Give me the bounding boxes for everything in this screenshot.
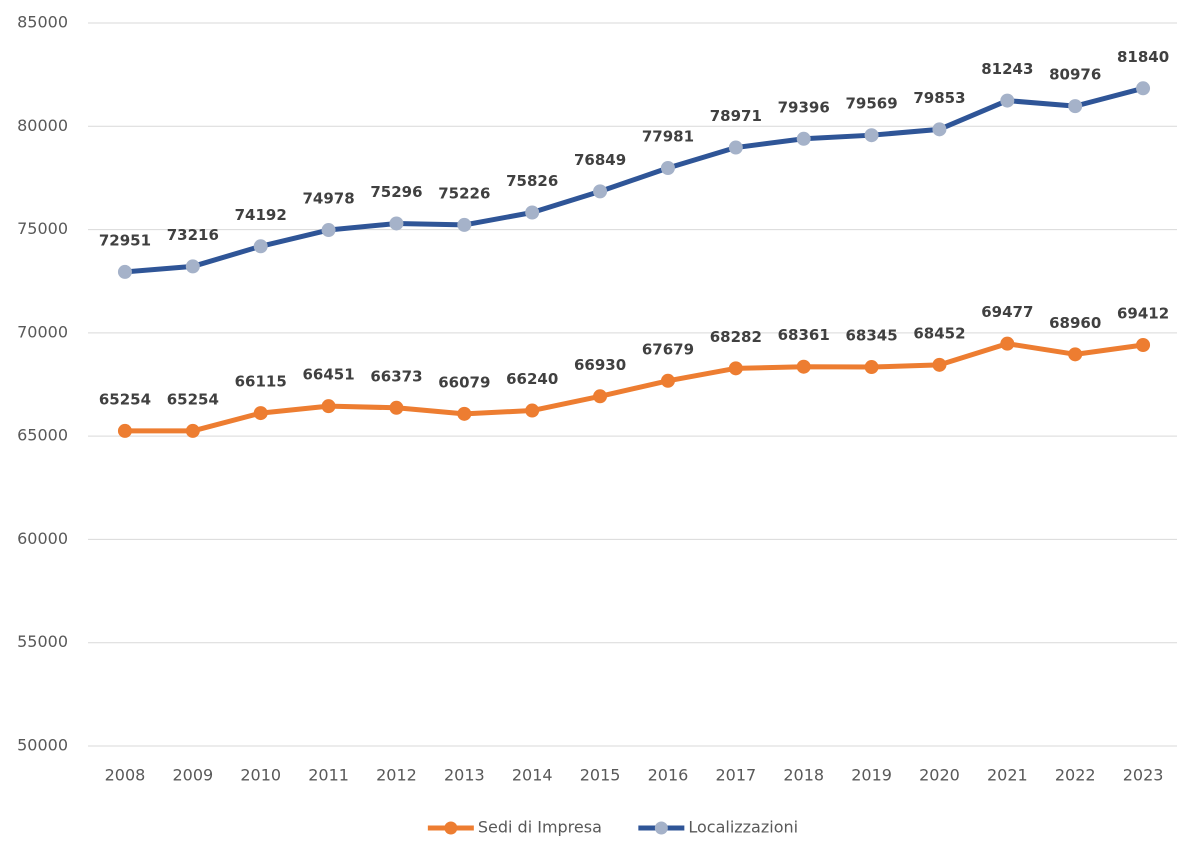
data-label: 79569 xyxy=(845,95,897,113)
marker xyxy=(593,389,608,404)
series-line xyxy=(124,341,1144,434)
marker xyxy=(1068,347,1083,362)
data-label: 75226 xyxy=(438,184,490,202)
data-label: 81840 xyxy=(1117,48,1169,66)
y-tick-label: 50000 xyxy=(17,736,68,755)
legend-marker xyxy=(444,821,458,835)
y-tick-label: 60000 xyxy=(17,529,68,548)
data-label: 67679 xyxy=(642,340,694,358)
marker xyxy=(1136,338,1151,353)
data-label: 78971 xyxy=(710,107,762,125)
marker xyxy=(864,360,879,375)
y-tick-label: 85000 xyxy=(17,13,68,32)
y-tick-label: 80000 xyxy=(17,116,68,135)
data-label: 66373 xyxy=(370,367,422,385)
marker xyxy=(321,223,336,238)
marker xyxy=(660,373,675,388)
marker xyxy=(593,184,608,199)
marker xyxy=(932,357,947,372)
x-tick-label: 2009 xyxy=(172,766,213,785)
data-label: 66930 xyxy=(574,356,626,374)
data-label: 66079 xyxy=(438,373,490,391)
legend-marker xyxy=(654,821,668,835)
marker xyxy=(253,406,268,421)
marker xyxy=(525,403,540,418)
y-tick-label: 65000 xyxy=(17,426,68,445)
marker xyxy=(457,217,472,232)
y-tick-label: 70000 xyxy=(17,322,68,341)
marker xyxy=(117,423,132,438)
x-tick-label: 2023 xyxy=(1123,766,1164,785)
data-label: 81243 xyxy=(981,60,1033,78)
marker xyxy=(728,361,743,376)
x-tick-label: 2008 xyxy=(105,766,146,785)
data-label: 69477 xyxy=(981,303,1033,321)
marker xyxy=(1000,336,1015,351)
data-label: 68960 xyxy=(1049,314,1101,332)
marker xyxy=(457,406,472,421)
series-line xyxy=(124,85,1144,275)
x-tick-label: 2022 xyxy=(1055,766,1096,785)
data-label: 65254 xyxy=(99,390,151,408)
x-tick-label: 2021 xyxy=(987,766,1028,785)
marker xyxy=(728,140,743,155)
marker xyxy=(932,122,947,137)
data-label: 75826 xyxy=(506,172,558,190)
x-tick-label: 2015 xyxy=(580,766,621,785)
data-label: 68452 xyxy=(913,324,965,342)
marker xyxy=(389,400,404,415)
y-tick-label: 75000 xyxy=(17,219,68,238)
data-label: 68282 xyxy=(710,328,762,346)
marker xyxy=(389,216,404,231)
marker xyxy=(660,160,675,175)
data-label: 66115 xyxy=(235,373,287,391)
marker xyxy=(1000,93,1015,108)
marker xyxy=(796,131,811,146)
x-tick-label: 2018 xyxy=(783,766,824,785)
data-label: 73216 xyxy=(167,226,219,244)
marker xyxy=(864,128,879,143)
x-tick-label: 2010 xyxy=(240,766,281,785)
marker xyxy=(1136,81,1151,96)
data-label: 74978 xyxy=(302,190,354,208)
data-label: 80976 xyxy=(1049,66,1101,84)
marker xyxy=(185,423,200,438)
x-tick-label: 2014 xyxy=(512,766,553,785)
x-tick-label: 2017 xyxy=(715,766,756,785)
data-label: 68345 xyxy=(845,327,897,345)
data-label: 74192 xyxy=(235,206,287,224)
x-tick-label: 2013 xyxy=(444,766,485,785)
x-tick-label: 2016 xyxy=(648,766,689,785)
marker xyxy=(253,239,268,254)
x-tick-label: 2019 xyxy=(851,766,892,785)
data-label: 79853 xyxy=(913,89,965,107)
data-label: 68361 xyxy=(778,326,830,344)
y-tick-label: 55000 xyxy=(17,632,68,651)
legend-label: Localizzazioni xyxy=(688,818,798,837)
x-tick-label: 2011 xyxy=(308,766,349,785)
marker xyxy=(525,205,540,220)
data-label: 77981 xyxy=(642,127,694,145)
data-label: 79396 xyxy=(778,98,830,116)
marker xyxy=(117,264,132,279)
legend-label: Sedi di Impresa xyxy=(478,818,602,837)
x-tick-label: 2012 xyxy=(376,766,417,785)
marker xyxy=(1068,99,1083,114)
data-label: 76849 xyxy=(574,151,626,169)
marker xyxy=(796,359,811,374)
x-tick-label: 2020 xyxy=(919,766,960,785)
data-label: 65254 xyxy=(167,390,219,408)
data-label: 72951 xyxy=(99,231,151,249)
marker xyxy=(185,259,200,274)
data-label: 69412 xyxy=(1117,305,1169,323)
marker xyxy=(321,399,336,414)
data-label: 66451 xyxy=(302,366,354,384)
data-label: 66240 xyxy=(506,370,558,388)
data-label: 75296 xyxy=(370,183,422,201)
